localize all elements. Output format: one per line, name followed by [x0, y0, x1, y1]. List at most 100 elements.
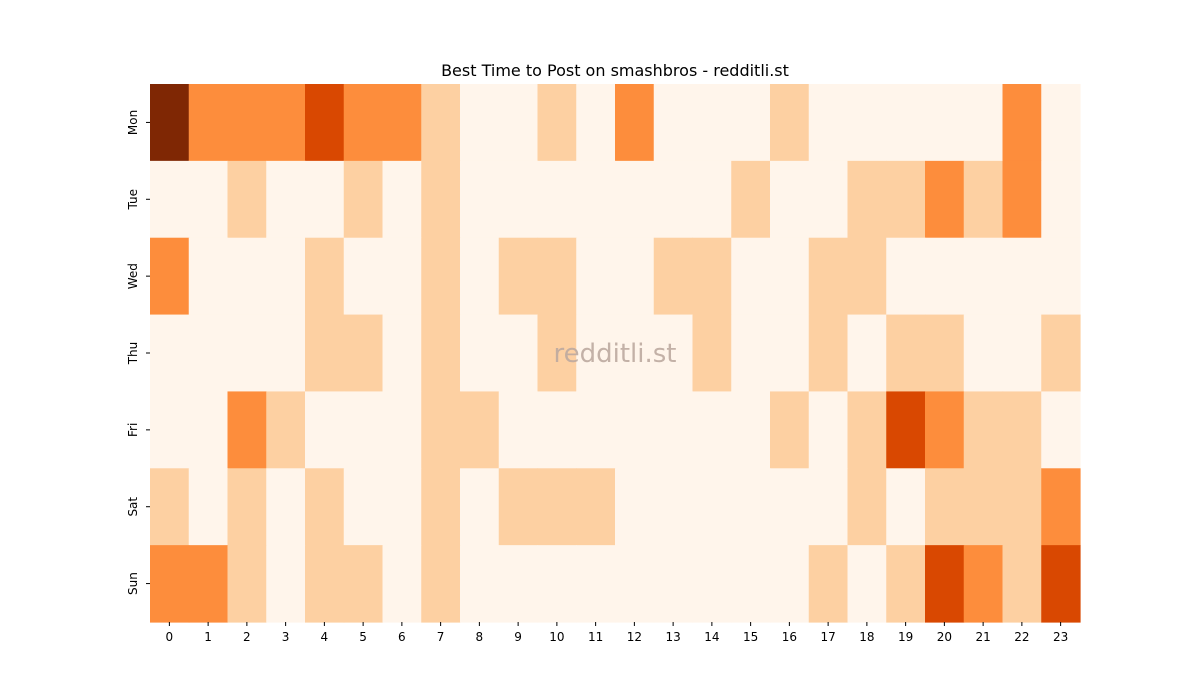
heatmap-cell-sun-22 — [1002, 545, 1042, 623]
heatmap-cell-wed-7 — [421, 237, 461, 316]
heatmap-cell-sat-7 — [421, 468, 461, 546]
heatmap-cell-sun-6 — [382, 545, 422, 623]
heatmap-cell-thu-1 — [188, 314, 229, 393]
heatmap-cell-sun-23 — [1041, 545, 1081, 623]
heatmap-cell-wed-1 — [188, 237, 229, 316]
heatmap-cell-mon-20 — [925, 84, 965, 162]
x-tick-label: 10 — [549, 630, 564, 644]
heatmap-cell-fri-0 — [150, 391, 190, 469]
heatmap-cell-fri-14 — [692, 391, 732, 469]
heatmap-cell-wed-21 — [963, 237, 1004, 316]
heatmap-cell-tue-17 — [808, 160, 849, 239]
heatmap-cell-sun-17 — [808, 545, 849, 623]
x-axis: 0 1 2 3 4 5 6 7 8 9 10 11 12 13 14 15 16 17 18 19 20 21 22 23 — [166, 622, 1068, 644]
heatmap-cell-sun-18 — [847, 545, 887, 623]
heatmap-cell-sat-16 — [770, 468, 810, 546]
x-tick-label: 11 — [588, 630, 603, 644]
heatmap-cell-thu-11 — [576, 314, 616, 393]
heatmap-cell-sat-1 — [188, 468, 229, 546]
heatmap-cell-thu-13 — [653, 314, 694, 393]
heatmap-cell-sun-13 — [653, 545, 694, 623]
heatmap-cell-sun-1 — [188, 545, 229, 623]
heatmap-cell-sun-21 — [963, 545, 1004, 623]
heatmap-cell-sun-16 — [770, 545, 810, 623]
heatmap-cell-fri-6 — [382, 391, 422, 469]
heatmap-cell-fri-3 — [266, 391, 306, 469]
x-tick-label: 3 — [282, 630, 290, 644]
heatmap-cell-fri-11 — [576, 391, 616, 469]
heatmap-cell-wed-0 — [150, 237, 190, 316]
heatmap-cell-tue-10 — [537, 160, 577, 239]
heatmap-cell-mon-23 — [1041, 84, 1081, 162]
heatmap-cell-tue-13 — [653, 160, 694, 239]
heatmap-cell-sun-3 — [266, 545, 306, 623]
heatmap-cell-fri-16 — [770, 391, 810, 469]
heatmap-cell-wed-12 — [615, 237, 655, 316]
heatmap-cell-sat-23 — [1041, 468, 1081, 546]
heatmap-cell-fri-5 — [343, 391, 384, 469]
x-tick-label: 17 — [820, 630, 835, 644]
y-tick-label: Mon — [126, 110, 140, 135]
heatmap-cell-mon-5 — [343, 84, 384, 162]
x-tick-label: 18 — [859, 630, 874, 644]
heatmap-cell-fri-13 — [653, 391, 694, 469]
heatmap-cell-tue-11 — [576, 160, 616, 239]
heatmap-cell-tue-15 — [731, 160, 771, 239]
heatmap-cell-sun-7 — [421, 545, 461, 623]
heatmap-cell-sat-5 — [343, 468, 384, 546]
x-tick-label: 5 — [359, 630, 367, 644]
x-tick-label: 14 — [704, 630, 719, 644]
heatmap-cell-sat-10 — [537, 468, 577, 546]
heatmap-cell-tue-12 — [615, 160, 655, 239]
x-tick-label: 7 — [437, 630, 445, 644]
x-tick-label: 23 — [1053, 630, 1068, 644]
heatmap-cell-sun-4 — [305, 545, 345, 623]
heatmap-cell-thu-2 — [227, 314, 267, 393]
watermark: redditli.st — [554, 339, 677, 369]
x-tick-label: 21 — [975, 630, 990, 644]
heatmap-cell-thu-19 — [886, 314, 926, 393]
heatmap-cell-sat-3 — [266, 468, 306, 546]
heatmap-cell-mon-21 — [963, 84, 1004, 162]
heatmap-cell-mon-17 — [808, 84, 849, 162]
heatmap-cells — [150, 84, 1081, 623]
heatmap-cell-sun-10 — [537, 545, 577, 623]
heatmap-cell-thu-21 — [963, 314, 1004, 393]
heatmap-cell-mon-18 — [847, 84, 887, 162]
heatmap-cell-sat-18 — [847, 468, 887, 546]
heatmap-cell-thu-17 — [808, 314, 849, 393]
heatmap-cell-tue-4 — [305, 160, 345, 239]
heatmap-cell-wed-2 — [227, 237, 267, 316]
heatmap-cell-sat-13 — [653, 468, 694, 546]
heatmap-cell-fri-9 — [498, 391, 539, 469]
heatmap-cell-fri-10 — [537, 391, 577, 469]
x-tick-label: 20 — [937, 630, 952, 644]
heatmap-cell-fri-17 — [808, 391, 849, 469]
heatmap-cell-mon-2 — [227, 84, 267, 162]
heatmap-cell-sun-2 — [227, 545, 267, 623]
heatmap-cell-wed-13 — [653, 237, 694, 316]
heatmap-cell-tue-18 — [847, 160, 887, 239]
heatmap-cell-wed-5 — [343, 237, 384, 316]
chart-title: Best Time to Post on smashbros - redditl… — [441, 61, 789, 80]
x-tick-label: 19 — [898, 630, 913, 644]
heatmap-cell-wed-9 — [498, 237, 539, 316]
heatmap-cell-wed-8 — [460, 237, 500, 316]
x-tick-label: 16 — [782, 630, 797, 644]
heatmap-cell-wed-6 — [382, 237, 422, 316]
heatmap-cell-fri-23 — [1041, 391, 1081, 469]
heatmap-cell-thu-0 — [150, 314, 190, 393]
heatmap-cell-thu-6 — [382, 314, 422, 393]
heatmap-cell-mon-22 — [1002, 84, 1042, 162]
heatmap-cell-wed-16 — [770, 237, 810, 316]
heatmap-cell-fri-22 — [1002, 391, 1042, 469]
heatmap-cell-wed-15 — [731, 237, 771, 316]
heatmap-cell-wed-4 — [305, 237, 345, 316]
x-tick-label: 12 — [627, 630, 642, 644]
heatmap-cell-sat-17 — [808, 468, 849, 546]
heatmap-cell-sat-0 — [150, 468, 190, 546]
heatmap-cell-sat-2 — [227, 468, 267, 546]
heatmap-cell-wed-10 — [537, 237, 577, 316]
heatmap-cell-wed-3 — [266, 237, 306, 316]
x-tick-label: 0 — [166, 630, 174, 644]
